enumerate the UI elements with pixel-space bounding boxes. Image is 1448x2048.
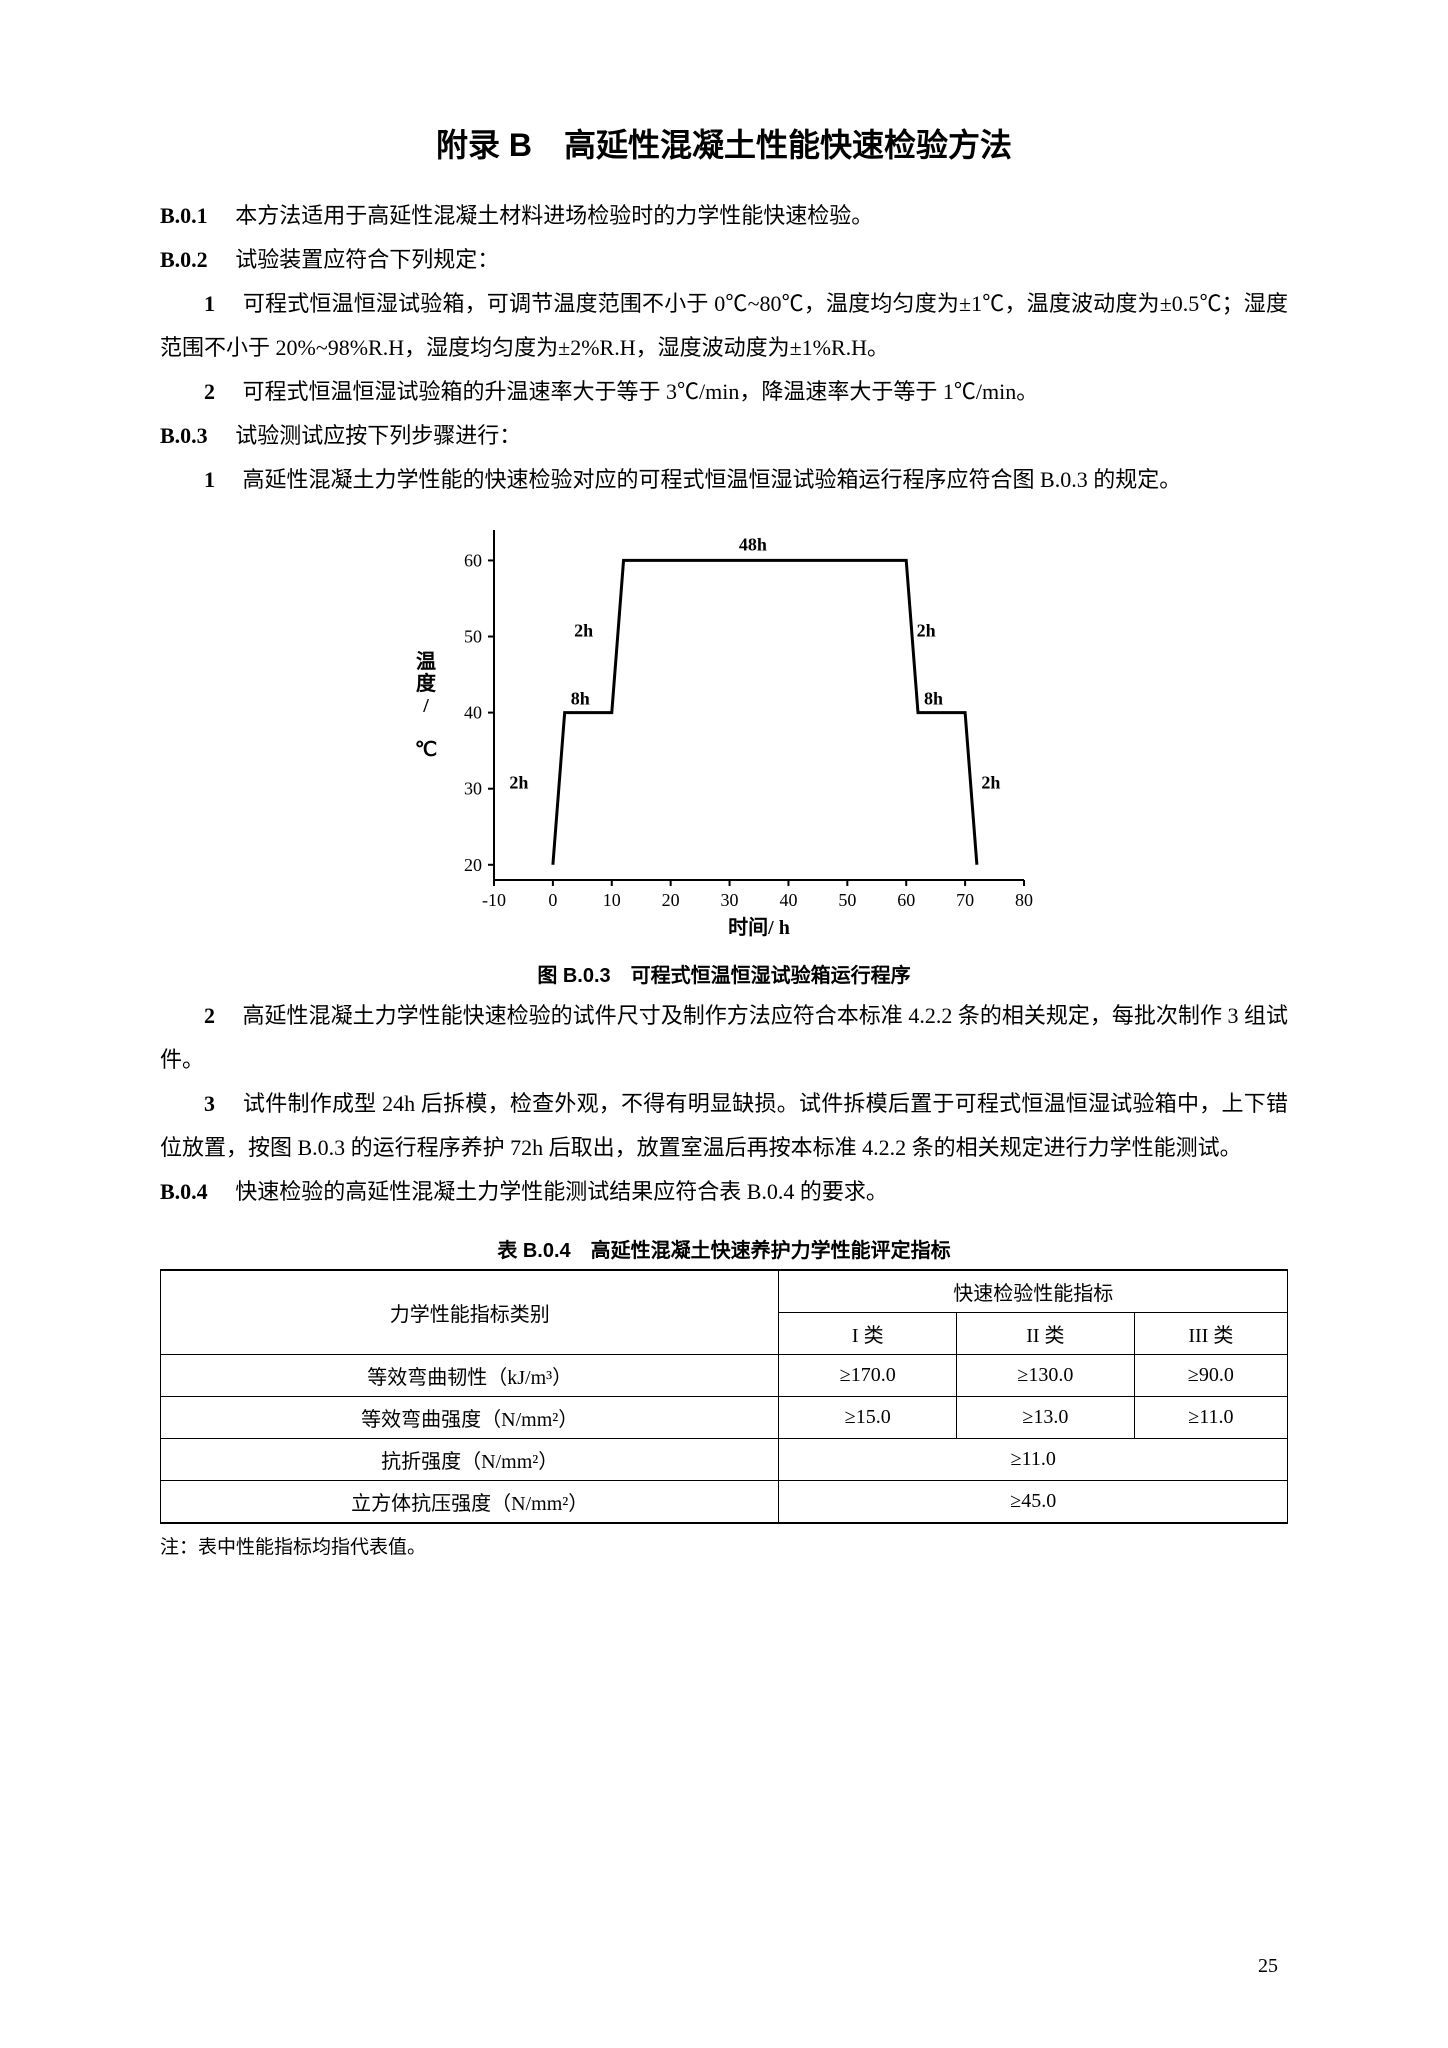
row1-v2: ≥11.0 [1134, 1397, 1287, 1439]
text-b03: 试验测试应按下列步骤进行： [235, 423, 521, 448]
table-row: 立方体抗压强度（N/mm²） ≥45.0 [161, 1481, 1288, 1524]
svg-text:8h: 8h [571, 689, 590, 709]
table-note: 注：表中性能指标均指代表值。 [160, 1532, 1288, 1559]
svg-text:60: 60 [464, 550, 482, 570]
svg-text:8h: 8h [924, 689, 943, 709]
label-b02: B.0.2 [160, 247, 208, 272]
figure-b03-chart: -10 0 10 20 30 40 50 60 70 80 20 30 40 50 60 时间/ h 温度/ ℃… [404, 510, 1044, 955]
row0-v1: ≥130.0 [957, 1355, 1135, 1397]
svg-text:60: 60 [897, 890, 915, 910]
svg-text:30: 30 [721, 890, 739, 910]
text-b03-3: 试件制作成型 24h 后拆模，检查外观，不得有明显缺损。试件拆模后置于可程式恒温… [160, 1091, 1288, 1160]
svg-text:50: 50 [464, 627, 482, 647]
svg-text:-10: -10 [482, 890, 506, 910]
svg-text:40: 40 [464, 703, 482, 723]
text-b04: 快速检验的高延性混凝土力学性能测试结果应符合表 B.0.4 的要求。 [235, 1179, 888, 1204]
para-b01: B.0.1 本方法适用于高延性混凝土材料进场检验时的力学性能快速检验。 [160, 194, 1288, 238]
row3-val: ≥45.0 [779, 1481, 1288, 1524]
para-b03-3: 3 试件制作成型 24h 后拆模，检查外观，不得有明显缺损。试件拆模后置于可程式… [160, 1082, 1288, 1170]
row2-label: 抗折强度（N/mm²） [161, 1439, 779, 1481]
text-b02-1: 可程式恒温恒湿试验箱，可调节温度范围不小于 0℃~80℃，温度均匀度为±1℃，温… [160, 291, 1288, 360]
text-b02: 试验装置应符合下列规定： [235, 247, 499, 272]
text-b03-1: 高延性混凝土力学性能的快速检验对应的可程式恒温恒湿试验箱运行程序应符合图 B.0… [243, 467, 1182, 492]
table-row: 等效弯曲强度（N/mm²） ≥15.0 ≥13.0 ≥11.0 [161, 1397, 1288, 1439]
num-b03-3: 3 [204, 1091, 215, 1116]
row1-label: 等效弯曲强度（N/mm²） [161, 1397, 779, 1439]
num-b03-1: 1 [204, 467, 215, 492]
th-class-1: I 类 [779, 1313, 957, 1355]
para-b02: B.0.2 试验装置应符合下列规定： [160, 238, 1288, 282]
row1-v1: ≥13.0 [957, 1397, 1135, 1439]
svg-text:70: 70 [956, 890, 974, 910]
text-b01: 本方法适用于高延性混凝土材料进场检验时的力学性能快速检验。 [235, 203, 873, 228]
svg-text:50: 50 [838, 890, 856, 910]
svg-text:40: 40 [779, 890, 797, 910]
th-class-2: II 类 [957, 1313, 1135, 1355]
row1-v0: ≥15.0 [779, 1397, 957, 1439]
svg-text:度: 度 [416, 671, 437, 695]
row0-v2: ≥90.0 [1134, 1355, 1287, 1397]
text-b03-2: 高延性混凝土力学性能快速检验的试件尺寸及制作方法应符合本标准 4.2.2 条的相… [160, 1003, 1288, 1072]
appendix-title: 附录 B 高延性混凝土性能快速检验方法 [160, 120, 1288, 166]
row0-label: 等效弯曲韧性（kJ/m³） [161, 1355, 779, 1397]
para-b03-1: 1 高延性混凝土力学性能的快速检验对应的可程式恒温恒湿试验箱运行程序应符合图 B… [160, 458, 1288, 502]
page-number: 25 [1258, 1955, 1278, 1978]
num-b02-1: 1 [204, 291, 215, 316]
table-row: 抗折强度（N/mm²） ≥11.0 [161, 1439, 1288, 1481]
svg-text:2h: 2h [574, 621, 593, 641]
num-b02-2: 2 [204, 379, 215, 404]
svg-text:80: 80 [1015, 890, 1033, 910]
performance-table: 力学性能指标类别 快速检验性能指标 I 类 II 类 III 类 等效弯曲韧性（… [160, 1269, 1288, 1524]
svg-text:℃: ℃ [415, 739, 437, 761]
para-b02-1: 1 可程式恒温恒湿试验箱，可调节温度范围不小于 0℃~80℃，温度均匀度为±1℃… [160, 282, 1288, 370]
para-b02-2: 2 可程式恒温恒湿试验箱的升温速率大于等于 3℃/min，降温速率大于等于 1℃… [160, 370, 1288, 414]
svg-text:20: 20 [464, 855, 482, 875]
row0-v0: ≥170.0 [779, 1355, 957, 1397]
th-group: 快速检验性能指标 [779, 1270, 1288, 1313]
label-b01: B.0.1 [160, 203, 208, 228]
text-b02-2: 可程式恒温恒湿试验箱的升温速率大于等于 3℃/min，降温速率大于等于 1℃/m… [243, 379, 1039, 404]
svg-text:温: 温 [416, 649, 436, 673]
svg-text:2h: 2h [509, 773, 528, 793]
label-b04: B.0.4 [160, 1179, 208, 1204]
th-class-3: III 类 [1134, 1313, 1287, 1355]
svg-text:0: 0 [548, 890, 557, 910]
row3-label: 立方体抗压强度（N/mm²） [161, 1481, 779, 1524]
table-row: 等效弯曲韧性（kJ/m³） ≥170.0 ≥130.0 ≥90.0 [161, 1355, 1288, 1397]
page: 附录 B 高延性混凝土性能快速检验方法 B.0.1 本方法适用于高延性混凝土材料… [0, 0, 1448, 2048]
svg-text:2h: 2h [981, 773, 1000, 793]
para-b04: B.0.4 快速检验的高延性混凝土力学性能测试结果应符合表 B.0.4 的要求。 [160, 1170, 1288, 1214]
num-b03-2: 2 [204, 1003, 215, 1028]
label-b03: B.0.3 [160, 423, 208, 448]
th-rowlabel: 力学性能指标类别 [161, 1270, 779, 1355]
svg-text:30: 30 [464, 779, 482, 799]
svg-text:20: 20 [662, 890, 680, 910]
svg-text:时间/ h: 时间/ h [728, 916, 790, 939]
table-caption: 表 B.0.4 高延性混凝土快速养护力学性能评定指标 [160, 1234, 1288, 1263]
svg-text:10: 10 [603, 890, 621, 910]
para-b03-2: 2 高延性混凝土力学性能快速检验的试件尺寸及制作方法应符合本标准 4.2.2 条… [160, 994, 1288, 1082]
figure-caption: 图 B.0.3 可程式恒温恒湿试验箱运行程序 [160, 959, 1288, 988]
row2-val: ≥11.0 [779, 1439, 1288, 1481]
svg-text:48h: 48h [739, 534, 767, 554]
svg-text:/: / [422, 695, 429, 717]
svg-text:2h: 2h [917, 621, 936, 641]
para-b03: B.0.3 试验测试应按下列步骤进行： [160, 414, 1288, 458]
